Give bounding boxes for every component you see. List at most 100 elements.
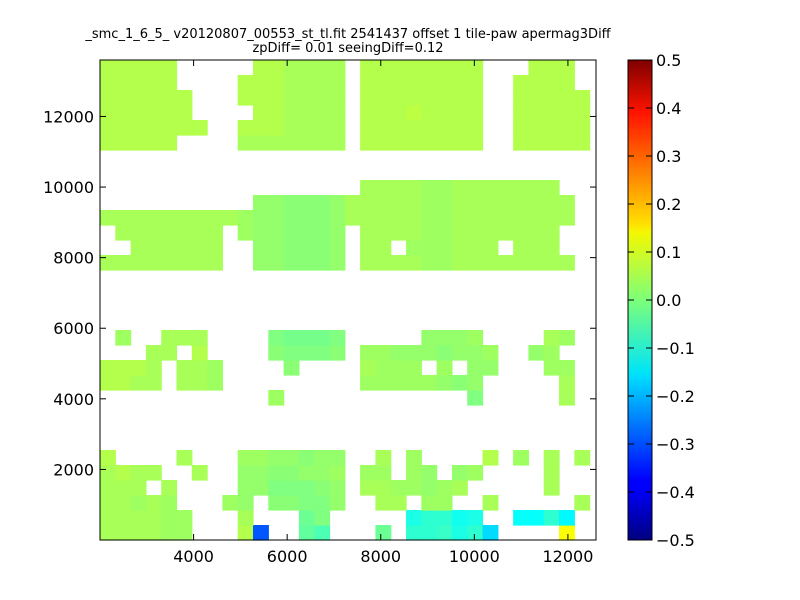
heatmap-cell (559, 255, 575, 271)
heatmap-cell (497, 180, 514, 196)
heatmap-cell (559, 120, 575, 136)
heatmap-cell (145, 105, 162, 121)
heatmap-cell (298, 525, 315, 541)
heatmap-cell (283, 450, 300, 466)
y-tick-label: 10000 (43, 178, 94, 197)
heatmap-cell (406, 120, 422, 136)
heatmap-cell (329, 480, 346, 496)
heatmap-cell (314, 75, 331, 91)
heatmap-cell (559, 135, 575, 151)
heatmap-cell (528, 210, 545, 226)
heatmap-cell (467, 465, 484, 481)
heatmap-cell (283, 195, 300, 211)
heatmap-cell (283, 255, 300, 271)
heatmap-cell (375, 345, 392, 361)
heatmap-cell (436, 135, 453, 151)
heatmap-cell (314, 195, 331, 211)
heatmap-cell (268, 390, 285, 406)
heatmap-cell (451, 240, 468, 256)
colorbar-tick-label: 0.3 (656, 147, 681, 166)
heatmap-cell (421, 375, 438, 391)
heatmap-cell (100, 450, 116, 466)
heatmap-cell (528, 135, 545, 151)
heatmap-cell (543, 360, 560, 376)
heatmap-cell (161, 255, 178, 271)
heatmap-cell (375, 375, 392, 391)
heatmap-cell (513, 255, 530, 271)
heatmap-cell (390, 120, 407, 136)
heatmap-cell (100, 510, 116, 526)
heatmap-cell (543, 510, 560, 526)
heatmap-cell (130, 75, 147, 91)
heatmap-cell (100, 495, 116, 511)
heatmap-cell (130, 225, 147, 241)
heatmap-cell (436, 510, 453, 526)
heatmap-cell (314, 135, 331, 151)
heatmap-cell (130, 210, 147, 226)
heatmap-cell (298, 450, 315, 466)
heatmap-cell (237, 75, 254, 91)
heatmap-cell (237, 525, 254, 541)
heatmap-cell (145, 345, 162, 361)
heatmap-cell (436, 330, 453, 346)
heatmap-cell (375, 75, 392, 91)
heatmap-cell (559, 195, 575, 211)
heatmap-cell (406, 60, 422, 76)
heatmap-cell (130, 105, 147, 121)
heatmap-cell (497, 225, 514, 241)
heatmap-cell (467, 120, 484, 136)
heatmap-cell (237, 495, 254, 511)
heatmap-cell (482, 240, 499, 256)
heatmap-cell (314, 345, 331, 361)
heatmap-cell (451, 510, 468, 526)
heatmap-cell (451, 210, 468, 226)
heatmap-cell (406, 135, 422, 151)
heatmap-cell (130, 60, 147, 76)
heatmap-cell (329, 105, 346, 121)
heatmap-cell (298, 240, 315, 256)
heatmap-cell (100, 375, 116, 391)
heatmap-cell (436, 120, 453, 136)
heatmap-cell (574, 450, 591, 466)
heatmap-cell (406, 225, 422, 241)
heatmap-cell (421, 210, 438, 226)
heatmap-cell (314, 510, 331, 526)
heatmap-cell (375, 105, 392, 121)
heatmap-cell (543, 465, 560, 481)
heatmap-cell (222, 210, 239, 226)
heatmap-cell (329, 495, 346, 511)
heatmap-cell (329, 255, 346, 271)
heatmap-cell (543, 195, 560, 211)
heatmap-cell (191, 360, 208, 376)
heatmap-cell (161, 135, 178, 151)
heatmap-cell (375, 135, 392, 151)
heatmap-cell (268, 90, 285, 106)
heatmap-cell (161, 480, 178, 496)
heatmap-cell (436, 495, 453, 511)
heatmap-cell (513, 120, 530, 136)
heatmap-cell (451, 180, 468, 196)
heatmap-cell (329, 120, 346, 136)
heatmap-cell (176, 450, 193, 466)
heatmap-cell (406, 255, 422, 271)
heatmap-cell (528, 255, 545, 271)
heatmap-cell (375, 255, 392, 271)
heatmap-cell (482, 495, 499, 511)
heatmap-cell (406, 525, 422, 541)
heatmap-cell (451, 90, 468, 106)
heatmap-cell (574, 105, 591, 121)
heatmap-cell (513, 135, 530, 151)
heatmap-cell (528, 345, 545, 361)
heatmap-cell (421, 60, 438, 76)
heatmap-cell (451, 375, 468, 391)
heatmap-cell (283, 240, 300, 256)
heatmap-cell (390, 360, 407, 376)
y-axis: 2000 4000 6000 8000 10000 12000 (43, 107, 596, 479)
heatmap-cell (314, 210, 331, 226)
heatmap-cell (314, 465, 331, 481)
heatmap-cell (130, 375, 147, 391)
heatmap-cell (329, 75, 346, 91)
heatmap-cell (314, 495, 331, 511)
heatmap-cell (543, 330, 560, 346)
heatmap-cell (176, 225, 193, 241)
